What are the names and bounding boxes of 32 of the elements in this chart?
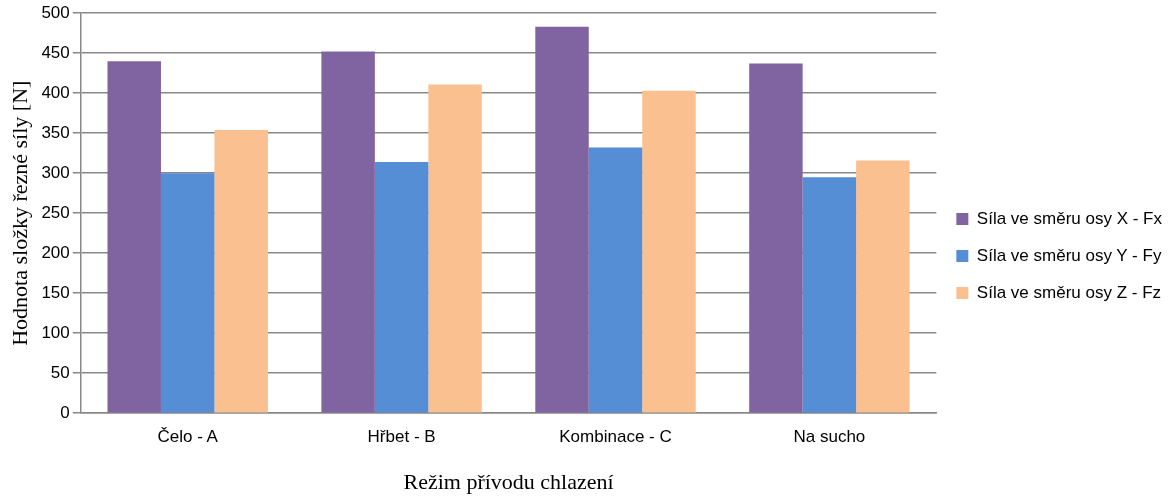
y-tick-label: 450: [41, 42, 70, 62]
bar: [856, 160, 910, 413]
bar: [749, 63, 803, 413]
bar: [642, 90, 696, 413]
bar: [588, 147, 643, 413]
bar: [214, 130, 268, 413]
bar: [321, 51, 375, 413]
legend-label: Síla ve směru osy Y - Fy: [976, 245, 1162, 265]
bar: [535, 26, 589, 413]
bar: [428, 84, 482, 413]
x-tick-label: Na sucho: [793, 427, 866, 447]
y-tick-label: 500: [41, 2, 70, 22]
legend-label: Síla ve směru osy X - Fx: [976, 208, 1163, 228]
bar: [374, 162, 429, 413]
y-tick-label: 50: [50, 362, 70, 382]
legend-label: Síla ve směru osy Z - Fz: [976, 282, 1162, 302]
y-tick-label: 200: [41, 242, 70, 262]
y-tick-label: 400: [41, 82, 70, 102]
y-tick-label: 250: [41, 202, 70, 222]
y-tick-label: 100: [41, 322, 70, 342]
x-tick-label: Kombinace - C: [559, 427, 672, 447]
x-axis-title: Režim přívodu chlazení: [403, 468, 614, 494]
y-tick-label: 150: [41, 282, 70, 302]
y-tick-label: 350: [41, 122, 70, 142]
y-axis-title: Hodnota složky řezné síly [N]: [6, 80, 32, 346]
y-tick-label: 0: [60, 402, 70, 422]
bar: [802, 177, 857, 413]
bar: [160, 173, 215, 413]
bar: [107, 61, 161, 413]
x-tick-label: Čelo - A: [157, 427, 219, 447]
x-tick-label: Hřbet - B: [367, 427, 436, 447]
y-tick-label: 300: [41, 162, 70, 182]
